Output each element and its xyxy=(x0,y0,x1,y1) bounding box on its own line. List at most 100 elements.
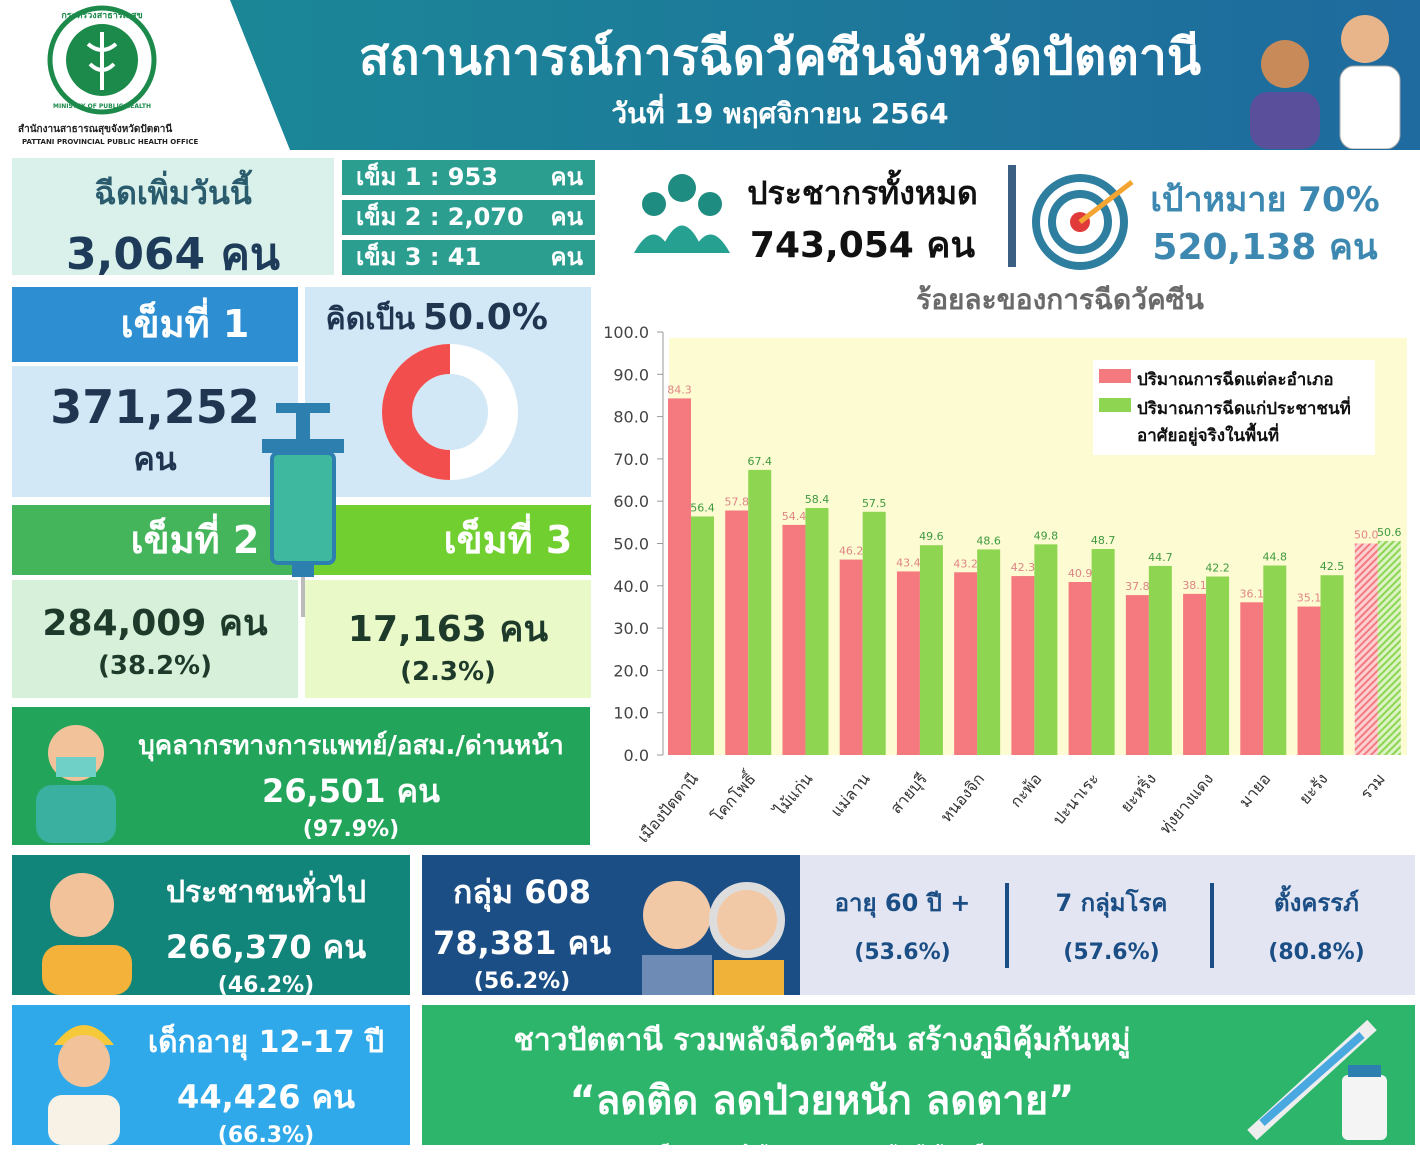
staff-box: บุคลากรทางการแพทย์/อสม./ด่านหน้า 26,501 … xyxy=(12,707,590,845)
general-box: ประชาชนทั่วไป 266,370 คน (46.2%) xyxy=(12,855,410,998)
syringe xyxy=(262,403,344,617)
bar xyxy=(1377,540,1401,755)
breakdown-percent: (53.6%) xyxy=(854,940,951,965)
y-tick-label: 0.0 xyxy=(624,746,649,765)
breakdown-item: 7 กลุ่มโรค (57.6%) xyxy=(1005,883,1214,968)
bar xyxy=(1263,565,1287,755)
bar xyxy=(1068,581,1092,755)
value-label: 36.1 xyxy=(1240,587,1265,600)
dose1-header: เข็มที่ 1 xyxy=(12,287,298,362)
value-label: 42.3 xyxy=(1011,561,1036,574)
value-label: 49.8 xyxy=(1034,529,1059,542)
x-tick-label: โคกโพธิ์ xyxy=(706,767,761,826)
slogan-line1: ชาวปัตตานี รวมพลังฉีดวัคซีน สร้างภูมิคุ้… xyxy=(513,1023,1131,1058)
donut-chart: คิดเป็น 50.0% xyxy=(326,297,548,480)
value-label: 49.6 xyxy=(919,530,944,543)
breakdown-label: อายุ 60 ปี + xyxy=(834,889,971,917)
group608-percent: (56.2%) xyxy=(473,969,571,994)
dose-label: เข็ม 2 : 2,070 xyxy=(356,203,524,231)
children-count: 44,426 คน xyxy=(177,1078,355,1116)
people-icon xyxy=(634,174,730,253)
bar xyxy=(1125,595,1149,755)
x-tick-label: แม่ลาน xyxy=(827,769,874,820)
value-label: 38.1 xyxy=(1182,579,1207,592)
breakdown-percent: (80.8%) xyxy=(1268,940,1365,965)
breakdown-label: 7 กลุ่มโรค xyxy=(1055,889,1168,917)
children-box: เด็กอายุ 12-17 ปี 44,426 คน (66.3%) xyxy=(12,1005,410,1148)
today-box: ฉีดเพิ่มวันนี้ 3,064 คน xyxy=(12,158,334,280)
staff-label: บุคลากรทางการแพทย์/อสม./ด่านหน้า xyxy=(138,731,564,761)
staff-illustration xyxy=(36,725,116,843)
x-tick-label: ยะหริ่ง xyxy=(1115,768,1160,816)
value-label: 46.2 xyxy=(839,545,864,558)
logo-text: กระทรวงสาธารณสุข xyxy=(61,11,142,21)
bar xyxy=(691,516,714,755)
vaccine-illustration xyxy=(1247,1019,1387,1141)
x-tick-label: ปะนาเระ xyxy=(1049,769,1103,828)
bar xyxy=(782,524,806,755)
dose-row: เข็ม 2 : 2,070 คน xyxy=(342,200,595,235)
bar xyxy=(1354,543,1378,755)
x-tick-label: กะพ้อ xyxy=(1006,769,1045,811)
value-label: 50.6 xyxy=(1377,526,1402,539)
slogan-line2: “ลดติด ลดป่วยหนัก ลดตาย” xyxy=(569,1078,1075,1124)
dose3-count: 17,163 คน xyxy=(347,609,549,650)
value-label: 44.7 xyxy=(1148,551,1173,564)
legend-label: ปริมาณการฉีดแต่ละอำเภอ xyxy=(1137,370,1334,390)
y-tick-label: 100.0 xyxy=(603,323,649,342)
logo: กระทรวงสาธารณสุข MINISTRY OF PUBLIC HEAL… xyxy=(47,5,157,115)
org-en: PATTANI PROVINCIAL PUBLIC HEALTH OFFICE xyxy=(22,138,199,146)
dose-label: เข็ม 1 : 953 xyxy=(356,163,498,191)
donut-value-label: 50.0% xyxy=(423,297,548,338)
slogan-box: ชาวปัตตานี รวมพลังฉีดวัคซีน สร้างภูมิคุ้… xyxy=(422,1005,1415,1161)
y-tick-label: 30.0 xyxy=(613,619,649,638)
population-value: 743,054 คน xyxy=(749,225,976,266)
group608-count: 78,381 คน xyxy=(433,924,611,962)
x-tick-label: ไม้แก่น xyxy=(769,769,817,821)
value-label: 43.4 xyxy=(896,556,921,569)
dose1-unit: คน xyxy=(133,440,177,478)
y-tick-label: 20.0 xyxy=(613,661,649,680)
legend-swatch xyxy=(1099,398,1131,412)
general-percent: (46.2%) xyxy=(217,973,315,998)
bar xyxy=(1297,606,1321,755)
bar xyxy=(1183,593,1207,755)
dose-row: เข็ม 3 : 41 คน xyxy=(342,240,595,275)
children-percent: (66.3%) xyxy=(217,1123,315,1148)
y-tick-label: 50.0 xyxy=(613,535,649,554)
bar xyxy=(977,549,1001,755)
dose-unit: คน xyxy=(550,163,583,191)
dose3-box: 17,163 คน (2.3%) xyxy=(305,580,591,698)
value-label: 42.2 xyxy=(1205,561,1230,574)
slogan-credit: ทีม STAG สำนักงานสาธารณสุขจังหวัดปัตตานี xyxy=(659,1142,985,1161)
staff-percent: (97.9%) xyxy=(302,817,400,842)
breakdown-percent: (57.6%) xyxy=(1063,940,1160,965)
children-label: เด็กอายุ 12-17 ปี xyxy=(147,1025,385,1060)
general-count: 266,370 คน xyxy=(165,928,367,966)
value-label: 57.8 xyxy=(724,496,749,509)
general-illustration xyxy=(42,873,132,995)
dose3-percent: (2.3%) xyxy=(400,657,496,687)
bar xyxy=(725,510,749,755)
dose3-header: เข็มที่ 3 xyxy=(305,505,591,575)
donut-title: คิดเป็น xyxy=(326,300,416,337)
breakdown-box: อายุ 60 ปี + (53.6%) 7 กลุ่มโรค (57.6%) ตั้ง… xyxy=(800,855,1415,995)
bar xyxy=(839,559,863,755)
y-tick-label: 70.0 xyxy=(613,450,649,469)
dose2-count: 284,009 คน xyxy=(42,603,268,644)
x-tick-label: ทุ่งยางแดง xyxy=(1156,769,1218,838)
today-label: ฉีดเพิ่มวันนี้ xyxy=(94,174,252,212)
date: วันที่ 19 พฤศจิกายน 2564 xyxy=(611,97,949,130)
bar xyxy=(1091,548,1115,755)
legend: ปริมาณการฉีดแต่ละอำเภอ ปริมาณการฉีดแก่ประ… xyxy=(1093,360,1375,455)
x-tick-label: ยะรัง xyxy=(1295,769,1332,808)
y-tick-label: 10.0 xyxy=(613,704,649,723)
value-label: 48.7 xyxy=(1091,534,1116,547)
dose-unit: คน xyxy=(550,243,583,271)
legend-entry: ปริมาณการฉีดแต่ละอำเภอ xyxy=(1099,366,1369,393)
bar xyxy=(1240,602,1264,755)
target-icon xyxy=(1032,174,1134,270)
group608-box: กลุ่ม 608 78,381 คน (56.2%) xyxy=(422,855,800,995)
bar xyxy=(668,398,691,755)
